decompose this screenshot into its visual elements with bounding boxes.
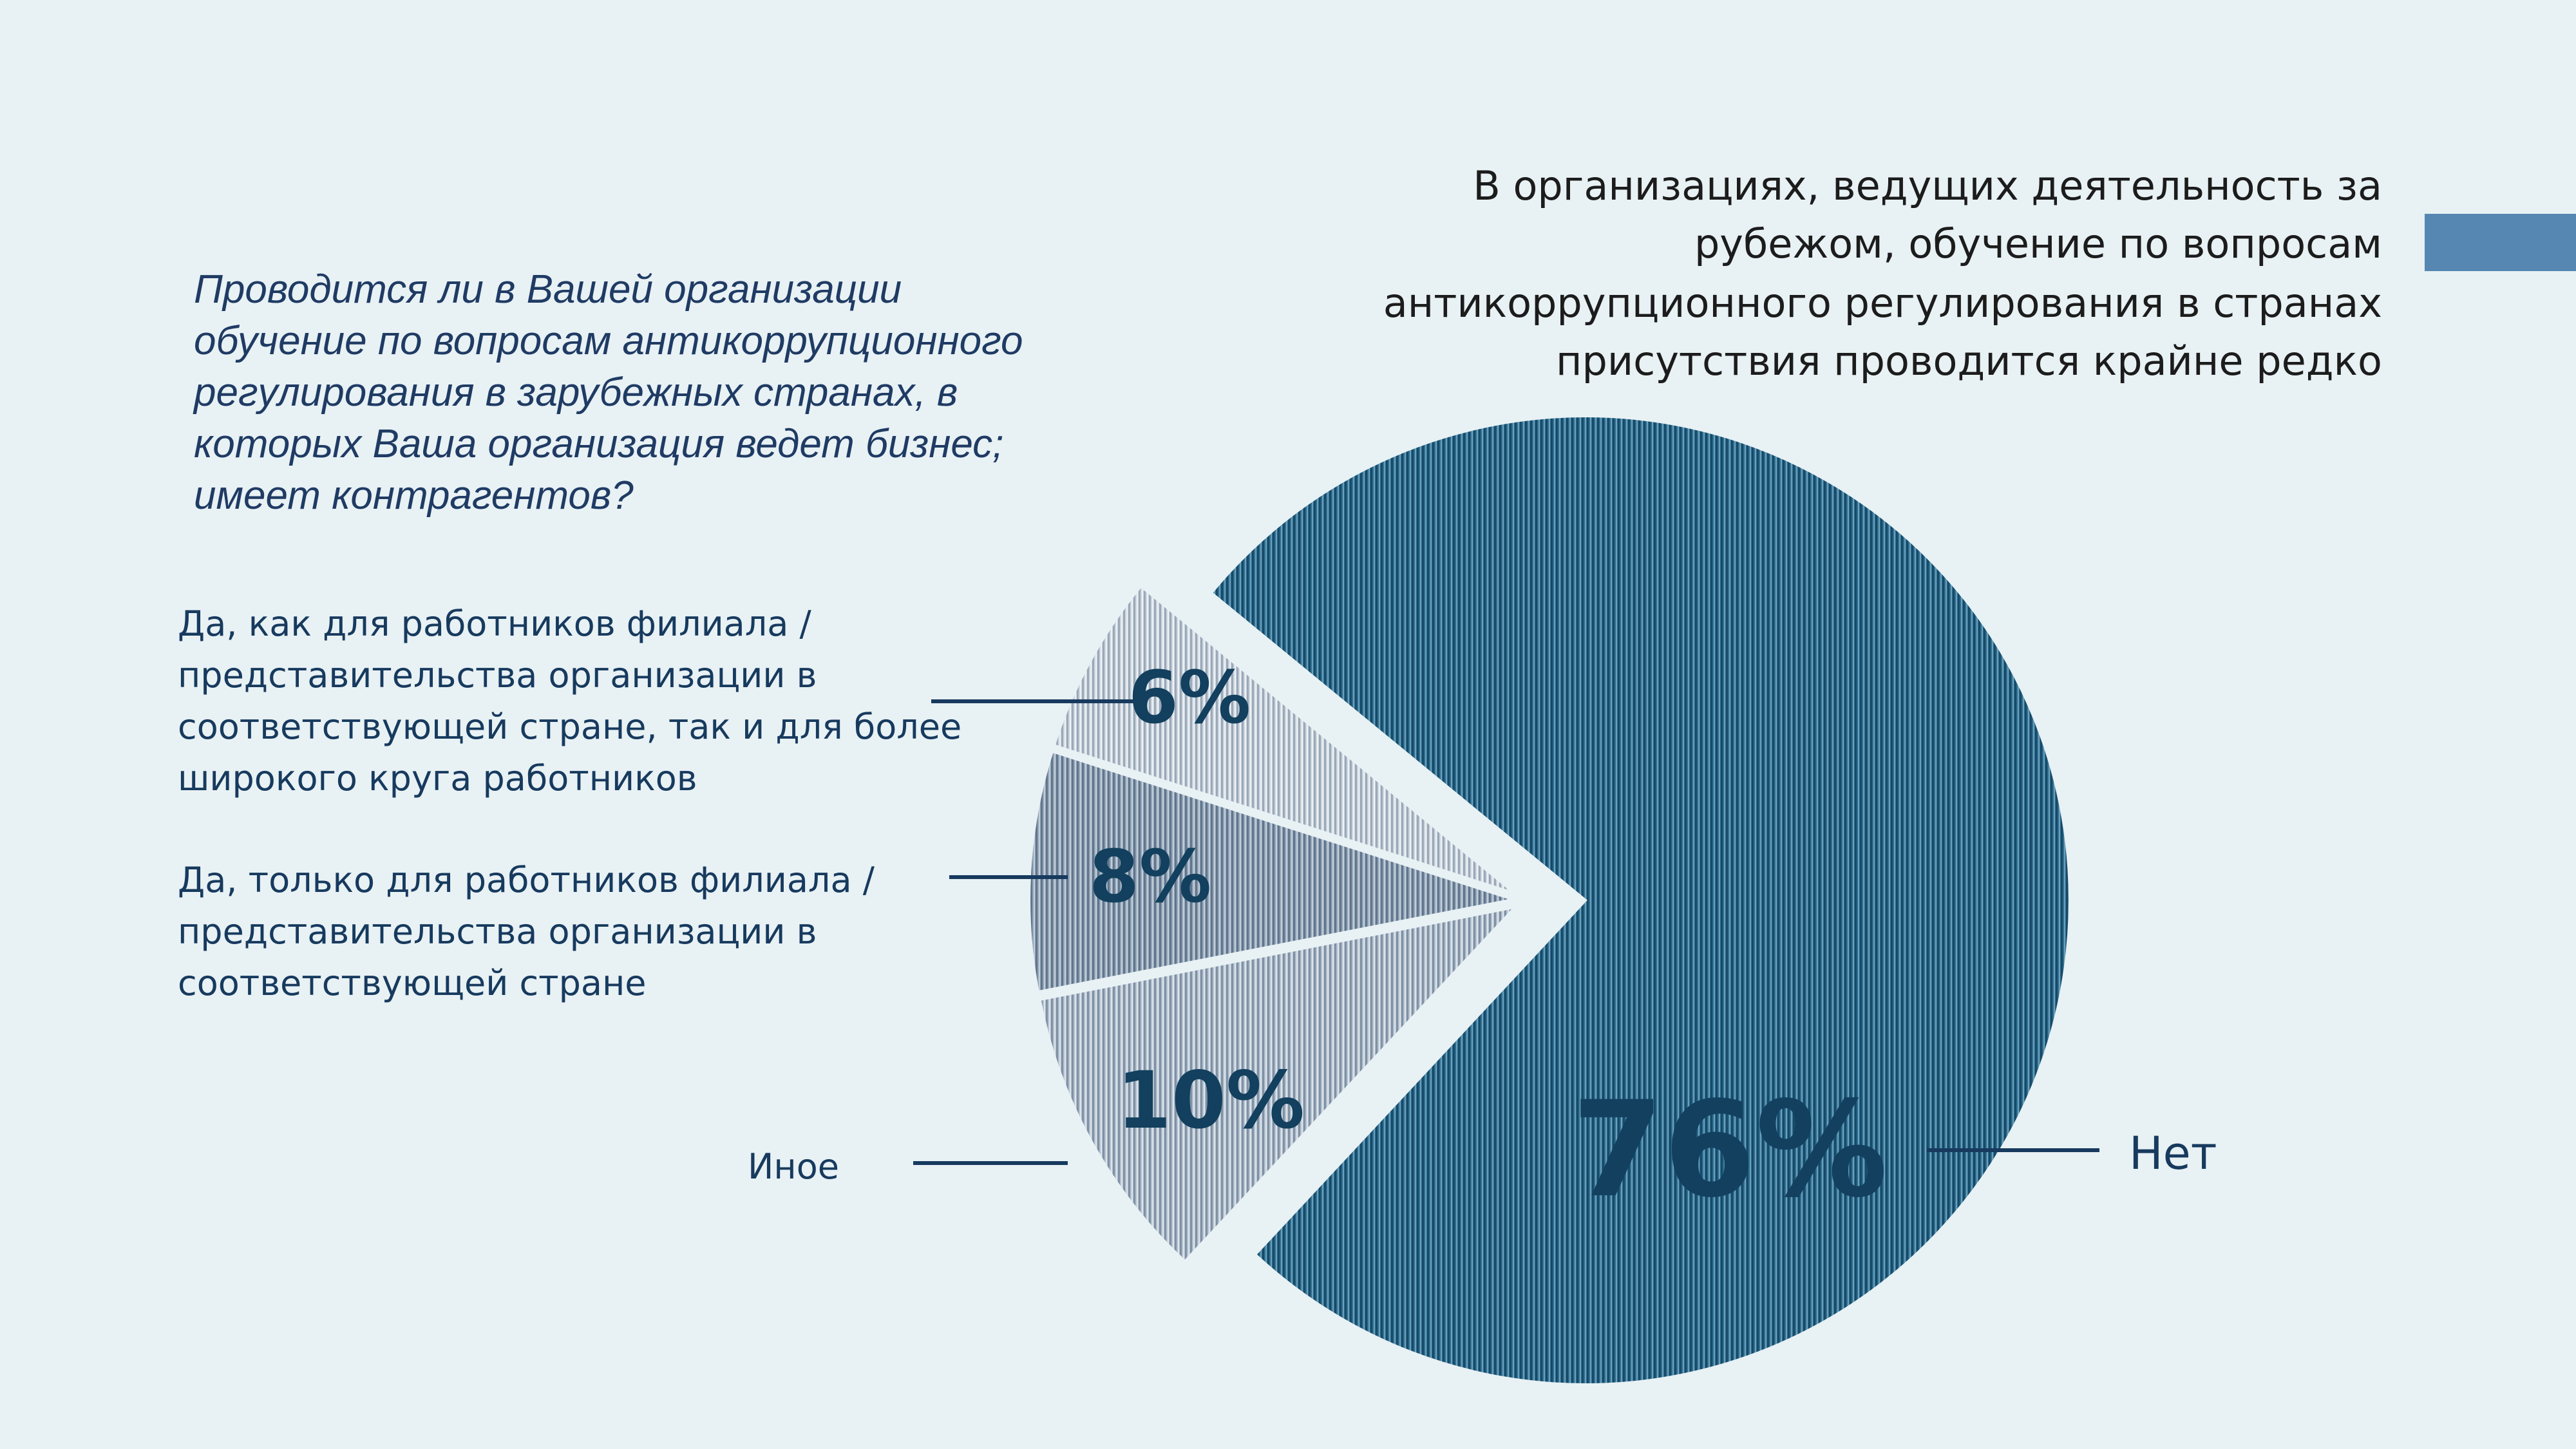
heading-line: В организациях, ведущих деятельность за — [1473, 162, 2382, 209]
legend-label-other: Иное — [748, 1146, 839, 1187]
pie-slice-10 — [1038, 905, 1519, 1264]
legend-label-6: Да, как для работников филиала / — [178, 603, 812, 644]
heading-line: антикоррупционного регулирования в стран… — [1383, 279, 2382, 327]
pie-slice-8 — [1028, 750, 1514, 994]
pie-slice-6 — [1052, 584, 1516, 895]
question: Проводится ли в Вашей организации обучен… — [193, 267, 1023, 518]
pie-slice-76 — [1209, 415, 2071, 1386]
data-labels: 76% 10% 8% 6% — [1089, 656, 1888, 1227]
data-label-6: 6% — [1128, 656, 1251, 740]
data-label-10: 10% — [1117, 1055, 1305, 1146]
legend-label-6: соответствующей стране, так и для более — [178, 706, 961, 747]
pie-chart — [1028, 415, 2071, 1386]
question-line: имеет контрагентов? — [194, 473, 634, 518]
question-line: которых Ваша организация ведет бизнес; — [194, 422, 1003, 466]
heading: В организациях, ведущих деятельность за … — [1383, 162, 2382, 384]
accent-bar — [2425, 214, 2576, 271]
heading-line: присутствия проводится крайне редко — [1556, 337, 2382, 384]
question-line: регулирования в зарубежных странах, в — [193, 370, 958, 415]
legend-label-6: представительства организации в — [178, 655, 817, 696]
data-label-76: 76% — [1572, 1074, 1888, 1227]
question-line: обучение по вопросам антикоррупционного — [194, 319, 1023, 363]
legend-label-no: Нет — [2129, 1127, 2217, 1180]
leader-lines — [913, 699, 2099, 1165]
legend-label-8: Да, только для работников филиала / — [178, 860, 875, 900]
legend-labels: Да, как для работников филиала / предста… — [178, 603, 2217, 1187]
question-line: Проводится ли в Вашей организации — [194, 267, 902, 312]
data-label-8: 8% — [1089, 835, 1211, 919]
legend-label-8: представительства организации в — [178, 911, 817, 952]
legend-label-8: соответствующей стране — [178, 963, 647, 1003]
heading-line: рубежом, обучение по вопросам — [1694, 220, 2382, 267]
legend-label-6: широкого круга работников — [178, 758, 697, 799]
